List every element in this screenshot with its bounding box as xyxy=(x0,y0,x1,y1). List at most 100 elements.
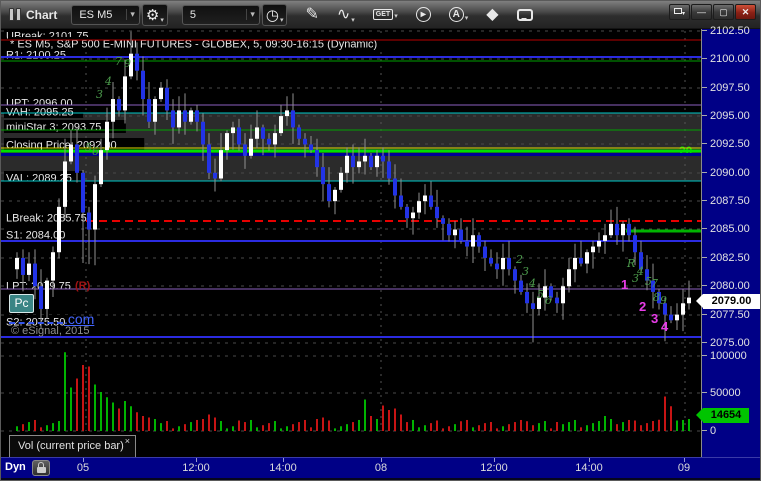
svg-text:7: 7 xyxy=(115,55,122,68)
window-title: Chart xyxy=(26,7,58,22)
price-tick: 2095.00 xyxy=(702,110,750,122)
chevron-down-icon: ▾ xyxy=(464,15,469,22)
pane-tab-row: Vol (current price bar) × xyxy=(1,434,701,457)
window-titlebar: Chart ES M5 ▾ ⚙ ▾ 5 ▾ ◷ ▾ ✎ ∿ ▾ GET ▾ xyxy=(1,1,760,29)
clock-icon: ◷ xyxy=(265,6,279,24)
svg-text:3: 3 xyxy=(632,272,639,285)
svg-text:5: 5 xyxy=(537,288,544,301)
symbol-value: ES M5 xyxy=(79,8,113,21)
play-icon: ▸ xyxy=(415,7,431,22)
price-tick: 2102.50 xyxy=(702,25,750,37)
svg-text:R: R xyxy=(626,257,635,270)
diamond-icon: ◆ xyxy=(486,5,499,23)
time-tick-mark xyxy=(283,458,284,462)
svg-text:6: 6 xyxy=(545,294,552,307)
send-button[interactable]: ◆ xyxy=(486,6,498,24)
pencil-icon: ✎ xyxy=(305,5,319,23)
comment-icon xyxy=(516,8,533,21)
price-tick: 2100.00 xyxy=(702,53,750,65)
time-tick-label: 08 xyxy=(374,462,388,474)
time-tick-label: 14:00 xyxy=(575,462,603,474)
price-tick: 2092.50 xyxy=(702,138,750,150)
volume-tick: 100000 xyxy=(702,350,747,362)
chevron-down-icon: ▾ xyxy=(160,16,164,24)
time-tick-label: 05 xyxy=(76,462,90,474)
volume-pane-tab[interactable]: Vol (current price bar) × xyxy=(9,435,136,457)
window-bottom-edge xyxy=(1,478,760,480)
watermark-com: .com xyxy=(64,311,95,327)
lock-icon xyxy=(36,462,46,473)
lock-button[interactable] xyxy=(32,460,50,476)
svg-text:6: 6 xyxy=(92,145,99,158)
interval-value: 5 xyxy=(189,8,196,21)
svg-text:9: 9 xyxy=(124,57,131,70)
chevron-down-icon: ▾ xyxy=(279,16,284,24)
draw-pencil-button[interactable]: ✎ xyxy=(305,6,318,24)
replay-button[interactable]: ▸ xyxy=(415,7,431,22)
price-tick: 2077.50 xyxy=(702,309,750,321)
chart-window-icon xyxy=(9,8,21,21)
time-tick-mark xyxy=(589,458,590,462)
trendline-button[interactable]: ∿ ▾ xyxy=(337,6,355,24)
minimize-button[interactable]: — xyxy=(691,4,712,20)
svg-text:S1: 2084.00: S1: 2084.00 xyxy=(6,230,65,242)
svg-text:7: 7 xyxy=(651,277,658,290)
volume-tick: 50000 xyxy=(702,387,741,399)
current-volume-tag: 14654 xyxy=(696,408,749,423)
svg-text:miniStar 3; 2093.75: miniStar 3; 2093.75 xyxy=(6,122,101,134)
price-tick: 2090.00 xyxy=(702,167,750,179)
close-icon[interactable]: × xyxy=(124,436,130,446)
time-template-button[interactable]: ◷ ▾ xyxy=(261,3,288,26)
price-tick: 2097.50 xyxy=(702,82,750,94)
svg-text:1: 1 xyxy=(621,277,628,292)
close-button[interactable]: ✕ xyxy=(735,4,756,20)
current-price-tag: 2079.00 xyxy=(696,294,760,309)
svg-text:2: 2 xyxy=(515,253,523,266)
svg-text:* ES M5, S&P 500 E-MINI FUTURE: * ES M5, S&P 500 E-MINI FUTURES - GLOBEX… xyxy=(10,39,377,51)
svg-text:4: 4 xyxy=(661,319,669,334)
volume-tick: 0 xyxy=(702,425,716,437)
svg-text:4: 4 xyxy=(636,265,644,278)
time-tick-mark xyxy=(684,458,685,462)
restore-window-button[interactable]: ▾ xyxy=(669,4,690,20)
window-controls: ▾ — ▢ ✕ xyxy=(669,4,756,20)
price-tick: 2082.50 xyxy=(702,252,750,264)
svg-text:3: 3 xyxy=(522,265,529,278)
watermark-dashes xyxy=(9,315,63,324)
svg-text:(R): (R) xyxy=(75,280,91,292)
dyn-mode-label[interactable]: Dyn xyxy=(5,461,26,473)
auto-a-icon: A xyxy=(448,7,464,22)
svg-text:VAL: 2089.25: VAL: 2089.25 xyxy=(6,173,72,185)
svg-text:LBreak: 2085.75: LBreak: 2085.75 xyxy=(6,213,87,225)
svg-text:R1: 2100.25: R1: 2100.25 xyxy=(6,50,66,62)
symbol-select[interactable]: ES M5 ▾ xyxy=(71,4,140,25)
symbol-settings-button[interactable]: ⚙ ▾ xyxy=(141,3,168,26)
chevron-down-icon: ▾ xyxy=(126,9,135,20)
auto-trade-button[interactable]: A ▾ xyxy=(448,7,469,22)
price-tick: 2075.00 xyxy=(702,337,750,349)
price-tick: 2080.00 xyxy=(702,280,750,292)
svg-text:9: 9 xyxy=(660,294,667,307)
volume-tab-label: Vol (current price bar) xyxy=(18,440,124,452)
chevron-down-icon: ▾ xyxy=(351,16,355,24)
time-tick-mark xyxy=(494,458,495,462)
svg-text:5: 5 xyxy=(85,141,92,154)
price-axis[interactable]: 2102.50 2100.00 2097.50 2095.00 2092.50 2090.… xyxy=(696,25,760,457)
get-studies-button[interactable]: GET ▾ xyxy=(372,9,398,20)
svg-text:3: 3 xyxy=(651,311,658,326)
time-tick-mark xyxy=(381,458,382,462)
time-tick-label: 09 xyxy=(677,462,691,474)
time-tick-label: 14:00 xyxy=(269,462,297,474)
pc-badge: Pc xyxy=(9,294,34,313)
comment-button[interactable] xyxy=(516,8,533,21)
get-icon: GET xyxy=(372,9,394,20)
chart-area[interactable]: UBreak: 2101.75 R1: 2100.25 UPT: 2096.00 VA… xyxy=(1,1,701,480)
svg-text:3: 3 xyxy=(96,88,103,101)
time-tick-label: 12:00 xyxy=(182,462,210,474)
trendline-icon: ∿ xyxy=(336,5,351,23)
time-axis[interactable]: Dyn 05 12:00 14:00 08 12:00 14:00 09 xyxy=(1,457,760,478)
maximize-button[interactable]: ▢ xyxy=(713,4,734,20)
interval-select[interactable]: 5 ▾ xyxy=(181,4,260,25)
